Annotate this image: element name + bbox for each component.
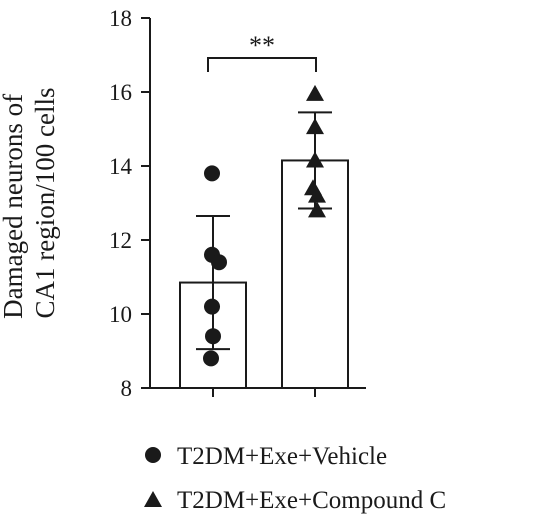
data-point-circle xyxy=(211,254,227,271)
legend-item-compound-c: T2DM+Exe+Compound C xyxy=(144,487,446,514)
data-point-circle xyxy=(204,298,220,315)
data-point-circle xyxy=(204,165,220,182)
data-point-triangle xyxy=(306,118,324,135)
data-point-triangle xyxy=(306,84,324,101)
significance-label: ** xyxy=(249,31,275,60)
legend-item-vehicle: T2DM+Exe+Vehicle xyxy=(145,443,387,470)
y-axis-title-line-2: CA1 region/100 cells xyxy=(30,88,60,319)
y-tick-label: 16 xyxy=(109,80,132,105)
legend-marker-circle xyxy=(145,447,161,463)
significance-bracket xyxy=(207,57,317,72)
data-point-triangle xyxy=(308,201,326,218)
y-tick-label: 10 xyxy=(109,302,132,327)
y-axis-title: Damaged neurons of CA1 region/100 cells xyxy=(0,87,60,319)
y-tick-label: 8 xyxy=(121,376,133,401)
bar xyxy=(281,159,349,389)
y-tick-label: 12 xyxy=(109,228,132,253)
data-point-triangle xyxy=(308,186,326,203)
legend-label-vehicle: T2DM+Exe+Vehicle xyxy=(177,443,387,470)
legend-label-compound-c: T2DM+Exe+Compound C xyxy=(177,487,446,514)
y-tick-label: 18 xyxy=(109,6,132,31)
data-point-circle xyxy=(203,350,219,367)
data-point-circle xyxy=(205,328,221,345)
data-point-triangle xyxy=(306,151,324,168)
y-tick-label: 14 xyxy=(109,154,133,179)
y-axis-title-line-1: Damaged neurons of xyxy=(0,94,28,319)
legend-marker-triangle xyxy=(144,491,162,507)
